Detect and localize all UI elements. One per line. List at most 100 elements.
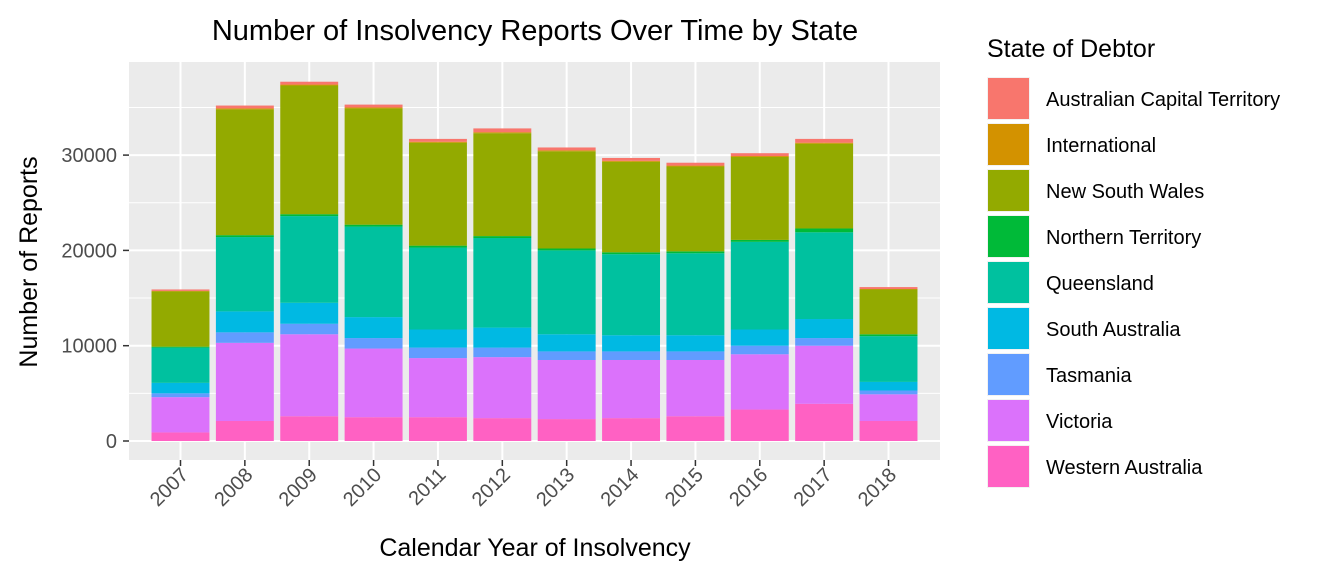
y-tick-label: 20000: [61, 240, 117, 262]
bar-segment-western-australia: [666, 416, 725, 441]
bar-segment-australian-capital-territory: [537, 147, 596, 151]
x-tick-label: 2009: [275, 464, 322, 511]
legend-swatch: [988, 308, 1029, 349]
bar-segment-queensland: [408, 247, 467, 330]
legend-swatch: [988, 446, 1029, 487]
bar-segment-tasmania: [666, 351, 725, 360]
bar-segment-south-australia: [795, 319, 854, 339]
bar-segment-australian-capital-territory: [666, 162, 725, 166]
bar-segment-new-south-wales: [795, 143, 854, 229]
bar-segment-international: [344, 107, 403, 109]
legend-swatch: [988, 354, 1029, 395]
x-tick-label: 2015: [661, 464, 708, 511]
bar-segment-australian-capital-territory: [795, 138, 854, 143]
bar-segment-international: [537, 150, 596, 152]
bar-segment-south-australia: [280, 302, 339, 324]
legend-label: Australian Capital Territory: [1046, 89, 1280, 111]
legend-label: South Australia: [1046, 319, 1181, 341]
bar-segment-australian-capital-territory: [408, 138, 467, 142]
bar-segment-western-australia: [151, 432, 210, 441]
bar-segment-tasmania: [795, 338, 854, 346]
legend-label: Northern Territory: [1046, 227, 1201, 249]
bar-segment-northern-territory: [666, 251, 725, 254]
bar-segment-south-australia: [666, 335, 725, 352]
x-tick-label: 2008: [210, 464, 257, 511]
bar-segment-queensland: [666, 253, 725, 336]
bar-segment-international: [666, 165, 725, 167]
bar-segment-western-australia: [537, 419, 596, 441]
x-tick-label: 2017: [790, 464, 837, 511]
y-axis-label: Number of Reports: [15, 156, 43, 367]
bar-segment-new-south-wales: [730, 157, 789, 240]
bar-segment-western-australia: [730, 409, 789, 441]
bar-segment-queensland: [151, 347, 210, 383]
bar-segment-south-australia: [408, 329, 467, 348]
bar-segment-northern-territory: [408, 245, 467, 248]
bar-segment-tasmania: [730, 345, 789, 355]
bar-segment-tasmania: [344, 338, 403, 349]
bar-segment-tasmania: [602, 351, 661, 360]
bar-segment-international: [602, 160, 661, 162]
bar-segment-tasmania: [151, 393, 210, 398]
bar-segment-victoria: [795, 345, 854, 404]
legend-swatch: [988, 216, 1029, 257]
bar-segment-australian-capital-territory: [280, 81, 339, 85]
bar-segment-tasmania: [859, 390, 918, 395]
bar-segment-south-australia: [730, 329, 789, 346]
legend: State of Debtor Australian Capital Terri…: [987, 35, 1280, 488]
y-tick-label: 30000: [61, 145, 117, 167]
bar-segment-northern-territory: [602, 252, 661, 255]
x-axis-label: Calendar Year of Insolvency: [379, 534, 691, 562]
legend-swatch: [988, 400, 1029, 441]
bar-segment-northern-territory: [151, 346, 210, 348]
legend-label: Queensland: [1046, 273, 1154, 295]
bar-segment-victoria: [730, 354, 789, 410]
bar-segment-western-australia: [795, 403, 854, 441]
x-tick-label: 2007: [146, 464, 193, 511]
legend-swatch: [988, 170, 1029, 211]
x-tick-label: 2011: [405, 464, 451, 510]
bar-segment-international: [408, 141, 467, 143]
bar-segment-northern-territory: [859, 334, 918, 337]
chart-title: Number of Insolvency Reports Over Time b…: [212, 15, 858, 47]
bar-segment-australian-capital-territory: [859, 287, 918, 289]
bar-segment-south-australia: [151, 382, 210, 394]
bar-segment-new-south-wales: [537, 151, 596, 249]
bar-segment-tasmania: [408, 347, 467, 359]
bar-segment-new-south-wales: [151, 291, 210, 347]
bar-segment-international: [473, 132, 532, 134]
bar-segment-australian-capital-territory: [473, 128, 532, 133]
y-tick-label: 0: [106, 431, 117, 453]
x-tick-label: 2014: [597, 464, 644, 511]
bar-segment-south-australia: [859, 381, 918, 391]
bar-segment-victoria: [537, 359, 596, 420]
x-tick-label: 2013: [532, 464, 579, 511]
bar-segment-new-south-wales: [408, 142, 467, 246]
bar-segment-tasmania: [280, 323, 339, 335]
bar-segment-south-australia: [344, 317, 403, 339]
bar-segment-northern-territory: [473, 236, 532, 239]
bar-segment-northern-territory: [730, 239, 789, 242]
bar-segment-northern-territory: [537, 248, 596, 251]
bar-segment-queensland: [730, 241, 789, 330]
bar-segment-victoria: [344, 348, 403, 418]
legend-label: Western Australia: [1046, 457, 1203, 479]
bar-segment-australian-capital-territory: [215, 105, 274, 109]
bar-segment-new-south-wales: [602, 161, 661, 253]
bar-segment-queensland: [344, 226, 403, 318]
bar-segment-international: [795, 142, 854, 144]
y-axis: 0 10000 20000 30000: [61, 145, 129, 453]
x-tick-label: 2012: [468, 464, 515, 511]
bar-segment-victoria: [215, 342, 274, 421]
bar-segment-south-australia: [602, 335, 661, 352]
legend-title: State of Debtor: [987, 35, 1155, 63]
bar-segment-victoria: [151, 397, 210, 433]
bar-segment-queensland: [602, 254, 661, 336]
bar-segment-new-south-wales: [280, 85, 339, 215]
legend-label: New South Wales: [1046, 181, 1204, 203]
bar-segment-victoria: [473, 357, 532, 419]
x-tick-label: 2018: [854, 464, 901, 511]
bar-segment-victoria: [859, 394, 918, 421]
bar-segment-new-south-wales: [859, 289, 918, 335]
x-axis: 2007 2008 2009 2010 2011 2012 2013 2014 2015 2016…: [146, 460, 901, 511]
